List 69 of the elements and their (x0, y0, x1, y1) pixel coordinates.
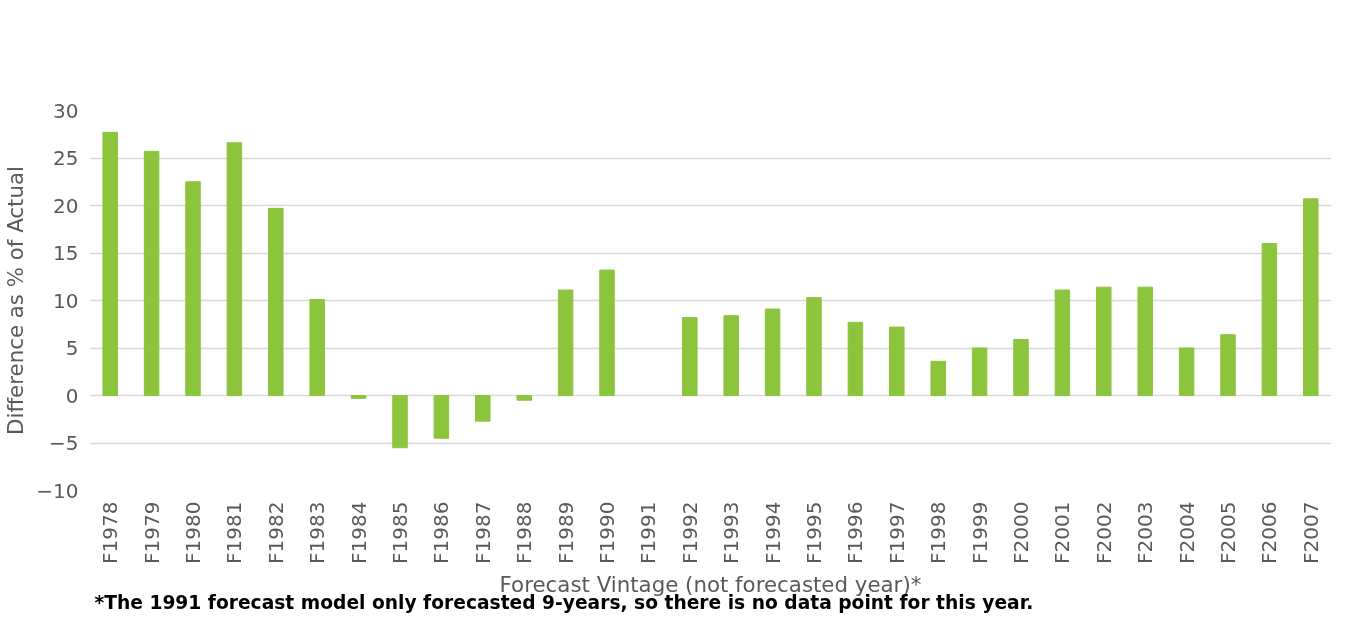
x-tick-label: F1981 (222, 501, 247, 564)
x-tick-label: F1978 (98, 501, 123, 564)
bar (1096, 286, 1112, 396)
x-tick-label: F2004 (1174, 501, 1199, 564)
bar (226, 142, 243, 396)
x-tick-label: F2003 (1133, 501, 1158, 564)
bar (1013, 338, 1029, 396)
bar (930, 360, 946, 396)
bar (309, 299, 325, 396)
x-tick-label: F2002 (1091, 501, 1116, 564)
bar (102, 131, 118, 396)
bar (1220, 334, 1236, 396)
x-tick-label: F1991 (636, 501, 661, 564)
bar (1054, 289, 1071, 396)
bar (723, 315, 739, 396)
bar (764, 308, 781, 396)
x-tick-label: F2006 (1257, 501, 1282, 564)
x-tick-label: F1989 (553, 501, 578, 564)
x-tick-label: F2001 (1050, 501, 1075, 564)
x-tick-label: F1997 (884, 501, 909, 564)
x-tick-label: F1985 (388, 501, 412, 564)
y-tick-label: 5 (65, 336, 79, 360)
x-tick-label: F1983 (305, 501, 330, 564)
x-tick-label: F1992 (677, 501, 702, 564)
x-tick-label: F1994 (760, 501, 785, 564)
bar (516, 395, 532, 401)
x-tick-label: F1986 (429, 501, 454, 564)
x-tick-label: F1996 (843, 501, 868, 564)
bar (268, 207, 284, 396)
bar (1303, 198, 1319, 396)
x-tick-label: F1995 (802, 501, 826, 564)
x-tick-label: F1980 (181, 501, 205, 564)
bar (143, 150, 160, 396)
bar (475, 395, 491, 422)
bar (350, 395, 367, 399)
bar (557, 289, 574, 396)
bar (599, 269, 615, 396)
x-tick-label: F1999 (967, 501, 992, 564)
y-axis-title: Difference as % of Actual (3, 166, 29, 435)
x-tick-label: F2007 (1298, 501, 1323, 564)
bar (1137, 286, 1153, 396)
y-tick-label: −5 (49, 431, 79, 455)
bar (971, 347, 988, 396)
x-tick-label: F1998 (926, 501, 951, 564)
bar (1178, 347, 1195, 396)
y-tick-label: 10 (53, 288, 79, 313)
x-tick-label: F1982 (263, 501, 288, 564)
x-tick-label: F1988 (512, 501, 537, 564)
bar (682, 317, 698, 396)
x-tick-label: F1993 (719, 501, 744, 564)
x-tick-label: F2000 (1009, 501, 1033, 564)
x-tick-label: F1984 (346, 501, 371, 564)
y-tick-label: 20 (53, 193, 79, 218)
bar (185, 181, 201, 396)
bar (847, 321, 864, 396)
x-tick-label: F1979 (139, 501, 164, 564)
y-tick-label: 15 (53, 241, 79, 265)
bar (1261, 243, 1278, 396)
x-tick-label: F1990 (595, 501, 619, 564)
x-tick-label: F1987 (470, 501, 495, 564)
bar (806, 297, 822, 396)
y-tick-label: 0 (65, 383, 79, 408)
y-tick-label: 25 (53, 146, 79, 170)
bar (889, 326, 905, 396)
bar (392, 395, 408, 449)
y-tick-label: 30 (53, 98, 79, 123)
y-tick-label: −10 (36, 478, 79, 503)
x-tick-label: F2005 (1216, 501, 1240, 564)
bar (433, 395, 450, 439)
